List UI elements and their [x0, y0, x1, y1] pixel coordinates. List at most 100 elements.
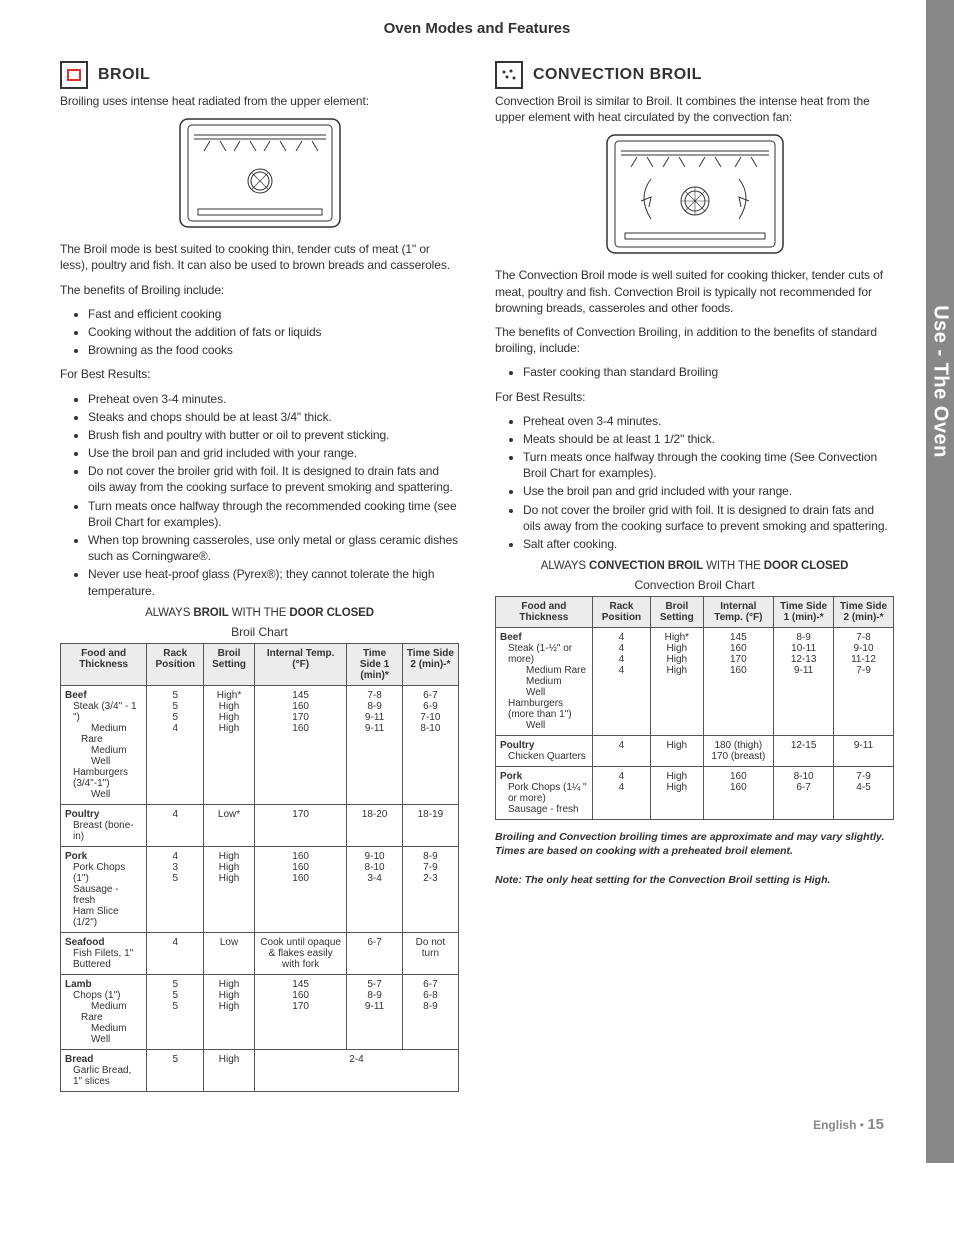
- table-row: BeefSteak (1-½" or more) Medium Rare Med…: [496, 628, 894, 736]
- table-header: Time Side 1 (min)-*: [774, 597, 834, 628]
- table-row: LambChops (1") Medium Rare Medium Well55…: [61, 974, 459, 1049]
- list-item: Do not cover the broiler grid with foil.…: [523, 502, 894, 534]
- table-header: Internal Temp. (°F): [703, 597, 774, 628]
- table-header: Time Side 2 (min)-*: [834, 597, 894, 628]
- table-cell: 6-7: [347, 932, 403, 974]
- broil-intro: Broiling uses intense heat radiated from…: [60, 93, 459, 109]
- list-item: Turn meats once halfway through the reco…: [88, 498, 459, 530]
- table-cell: 5: [147, 1049, 204, 1091]
- conv-broil-icon: [495, 61, 523, 89]
- broil-p1: The Broil mode is best suited to cooking…: [60, 241, 459, 273]
- broil-title: BROIL: [98, 66, 150, 84]
- table-cell: 5554: [147, 685, 204, 804]
- table-cell: 170: [254, 804, 346, 846]
- table-header: Food and Thickness: [61, 643, 147, 685]
- list-item: Never use heat-proof glass (Pyrex®); the…: [88, 566, 459, 598]
- table-cell: 4: [147, 932, 204, 974]
- list-item: Preheat oven 3-4 minutes.: [523, 413, 894, 429]
- table-cell: 6-76-88-9: [402, 974, 458, 1049]
- page: Oven Modes and Features BROIL Broiling u…: [0, 0, 954, 1163]
- table-cell: 6-76-97-108-10: [402, 685, 458, 804]
- broil-oven-diagram: [170, 113, 350, 233]
- note-2: Note: The only heat setting for the Conv…: [495, 873, 894, 887]
- conv-broil-best-list: Preheat oven 3-4 minutes.Meats should be…: [495, 413, 894, 553]
- conv-broil-p1: The Convection Broil mode is well suited…: [495, 267, 894, 316]
- broil-chart-table: Food and ThicknessRack PositionBroil Set…: [60, 643, 459, 1092]
- table-header: Broil Setting: [204, 643, 255, 685]
- table-header: Rack Position: [592, 597, 650, 628]
- conv-broil-title: CONVECTION BROIL: [533, 66, 702, 84]
- list-item: Turn meats once halfway through the cook…: [523, 449, 894, 481]
- table-cell: 8-106-7: [774, 767, 834, 820]
- table-cell: Do not turn: [402, 932, 458, 974]
- footer-lang: English: [813, 1118, 856, 1132]
- broil-benefits-lead: The benefits of Broiling include:: [60, 282, 459, 298]
- list-item: When top browning casseroles, use only m…: [88, 532, 459, 564]
- conv-broil-intro: Convection Broil is similar to Broil. It…: [495, 93, 894, 125]
- table-cell: 180 (thigh) 170 (breast): [703, 736, 774, 767]
- table-header: Time Side 1 (min)*: [347, 643, 403, 685]
- sidebar-label: Use - The Oven: [929, 305, 952, 458]
- table-cell: 7-94-5: [834, 767, 894, 820]
- table-cell: 4: [147, 804, 204, 846]
- table-header: Rack Position: [147, 643, 204, 685]
- conv-broil-best-lead: For Best Results:: [495, 389, 894, 405]
- table-cell: HighHighHigh: [204, 846, 255, 932]
- table-cell: 160160: [703, 767, 774, 820]
- conv-broil-chart-table: Food and ThicknessRack PositionBroil Set…: [495, 596, 894, 820]
- col-conv-broil: CONVECTION BROIL Convection Broil is sim…: [495, 61, 894, 1092]
- table-cell: 5-78-99-11: [347, 974, 403, 1049]
- table-cell: 18-19: [402, 804, 458, 846]
- table-cell: 145160170160: [703, 628, 774, 736]
- table-cell: High*HighHighHigh: [651, 628, 703, 736]
- table-header: Food and Thickness: [496, 597, 593, 628]
- table-row: PorkPork Chops (1")Sausage - freshHam Sl…: [61, 846, 459, 932]
- table-cell: 555: [147, 974, 204, 1049]
- table-cell: 8-97-92-3: [402, 846, 458, 932]
- table-cell: 9-108-103-4: [347, 846, 403, 932]
- table-cell: Low*: [204, 804, 255, 846]
- list-item: Preheat oven 3-4 minutes.: [88, 391, 459, 407]
- table-row: BeefSteak (3/4" - 1 ") Medium Rare Mediu…: [61, 685, 459, 804]
- table-cell: 435: [147, 846, 204, 932]
- col-broil: BROIL Broiling uses intense heat radiate…: [60, 61, 459, 1092]
- table-cell: 4444: [592, 628, 650, 736]
- list-item: Brush fish and poultry with butter or oi…: [88, 427, 459, 443]
- list-item: Cooking without the addition of fats or …: [88, 324, 459, 340]
- table-cell: 160160160: [254, 846, 346, 932]
- conv-broil-chart-title: Convection Broil Chart: [495, 578, 894, 592]
- table-cell: High: [204, 1049, 255, 1091]
- table-cell: Low: [204, 932, 255, 974]
- note-1: Broiling and Convection broiling times a…: [495, 830, 894, 858]
- table-cell: High: [651, 736, 703, 767]
- list-item: Steaks and chops should be at least 3/4"…: [88, 409, 459, 425]
- table-cell: Cook until opaque & flakes easily with f…: [254, 932, 346, 974]
- page-title: Oven Modes and Features: [60, 20, 894, 37]
- table-cell: High*HighHighHigh: [204, 685, 255, 804]
- conv-broil-warning: ALWAYS CONVECTION BROIL WITH THE DOOR CL…: [495, 560, 894, 572]
- table-row: BreadGarlic Bread, 1" slices5High2-4: [61, 1049, 459, 1091]
- list-item: Use the broil pan and grid included with…: [88, 445, 459, 461]
- list-item: Do not cover the broiler grid with foil.…: [88, 463, 459, 495]
- footer-page-num: 15: [867, 1116, 884, 1133]
- table-cell: 18-20: [347, 804, 403, 846]
- table-header: Time Side 2 (min)-*: [402, 643, 458, 685]
- list-item: Faster cooking than standard Broiling: [523, 364, 894, 380]
- table-row: PorkPork Chops (1¼ " or more)Sausage - f…: [496, 767, 894, 820]
- table-cell: HighHigh: [651, 767, 703, 820]
- conv-broil-benefits-lead: The benefits of Convection Broiling, in …: [495, 324, 894, 356]
- table-cell: 44: [592, 767, 650, 820]
- table-row: PoultryBreast (bone-in)4Low*17018-2018-1…: [61, 804, 459, 846]
- broil-warning: ALWAYS BROIL WITH THE DOOR CLOSED: [60, 607, 459, 619]
- list-item: Browning as the food cooks: [88, 342, 459, 358]
- table-cell: 12-15: [774, 736, 834, 767]
- table-row: PoultryChicken Quarters4High180 (thigh) …: [496, 736, 894, 767]
- broil-best-lead: For Best Results:: [60, 366, 459, 382]
- broil-benefits-list: Fast and efficient cooking Cooking withou…: [60, 306, 459, 359]
- conv-broil-oven-diagram: [595, 129, 795, 259]
- table-cell: 8-910-1112-139-11: [774, 628, 834, 736]
- broil-icon: [60, 61, 88, 89]
- broil-chart-title: Broil Chart: [60, 625, 459, 639]
- table-cell: 4: [592, 736, 650, 767]
- list-item: Fast and efficient cooking: [88, 306, 459, 322]
